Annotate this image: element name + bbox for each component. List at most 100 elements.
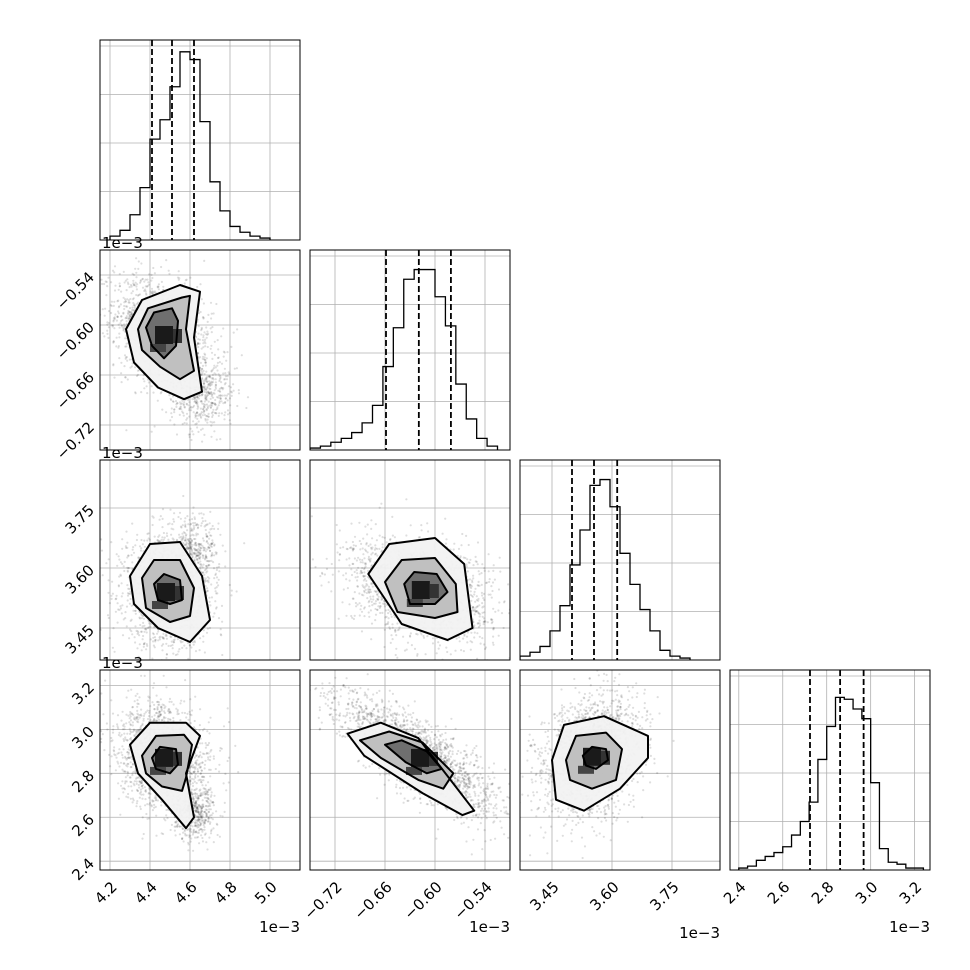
scatter-point <box>207 563 210 567</box>
scatter-point <box>121 547 124 550</box>
scatter-point <box>129 628 132 631</box>
scatter-point <box>190 548 193 551</box>
scatter-point <box>124 300 127 303</box>
scatter-point <box>374 619 377 622</box>
scatter-point <box>210 412 213 415</box>
scatter-point <box>188 407 191 410</box>
scatter-point <box>85 358 87 360</box>
scatter-point <box>152 644 155 647</box>
scatter-point <box>87 297 89 299</box>
scatter-point <box>126 317 129 320</box>
scatter-point <box>212 408 215 411</box>
scatter-point <box>361 571 364 574</box>
scatter-point <box>130 618 133 621</box>
scatter-point <box>116 564 119 567</box>
scatter-point <box>209 347 212 350</box>
scatter-point <box>106 285 109 288</box>
scatter-point <box>177 270 180 273</box>
scatter-point <box>193 537 196 541</box>
scatter-point <box>213 544 216 547</box>
scatter-point <box>154 638 157 641</box>
scatter-point <box>206 394 209 397</box>
scatter-point <box>131 548 134 551</box>
scatter-point <box>190 406 193 409</box>
scatter-point <box>476 605 479 608</box>
scatter-point <box>205 397 208 400</box>
scatter-point <box>148 538 151 541</box>
scatter-point <box>207 375 210 378</box>
scatter-point <box>225 359 228 362</box>
scatter-point <box>181 399 184 402</box>
scatter-point <box>215 553 218 556</box>
scatter-point <box>377 605 380 608</box>
scatter-point <box>183 421 186 425</box>
scatter-point <box>204 395 207 398</box>
scatter-point <box>190 545 193 548</box>
scatter-point <box>196 396 199 399</box>
scatter-point <box>224 397 227 400</box>
scatter-point <box>119 573 122 576</box>
scatter-point <box>178 277 181 280</box>
scatter-point <box>197 420 200 423</box>
scatter-point <box>220 362 224 365</box>
scatter-point <box>184 543 187 546</box>
scatter-point <box>211 357 214 360</box>
scatter-point <box>218 378 221 381</box>
scatter-point <box>214 587 217 590</box>
scatter-point <box>213 392 216 395</box>
scatter-point <box>144 285 147 288</box>
scatter-point <box>206 418 209 421</box>
scatter-point <box>473 631 476 634</box>
scatter-point <box>216 364 219 367</box>
scatter-point <box>223 383 226 386</box>
scatter-point <box>150 292 153 295</box>
scatter-point <box>210 555 213 558</box>
scatter-point <box>181 538 184 541</box>
scatter-point <box>427 530 430 533</box>
scatter-point <box>487 593 490 596</box>
scatter-point <box>195 398 198 402</box>
scatter-point <box>179 405 182 408</box>
scatter-point <box>195 414 198 417</box>
scatter-point <box>167 644 170 648</box>
scatter-point <box>162 538 165 541</box>
scatter-point <box>179 641 183 644</box>
scatter-point <box>156 285 159 288</box>
scatter-point <box>363 586 366 589</box>
scatter-point <box>216 339 219 342</box>
scatter-point <box>202 411 205 414</box>
scatter-point <box>162 636 165 639</box>
scatter-point <box>240 354 243 357</box>
scatter-point <box>214 384 217 387</box>
scatter-point <box>192 406 195 409</box>
scatter-point <box>197 551 200 555</box>
scatter-point <box>210 369 213 372</box>
scatter-point <box>191 641 195 644</box>
panel-plot-area <box>730 670 930 870</box>
scatter-point <box>126 278 129 281</box>
panel-2-0 <box>87 459 301 661</box>
scatter-point <box>207 581 210 584</box>
scatter-point <box>219 628 222 631</box>
scatter-point <box>143 289 146 292</box>
scatter-point <box>208 382 211 385</box>
scatter-point <box>200 367 204 370</box>
scatter-point <box>184 524 187 528</box>
scatter-point <box>206 386 209 390</box>
scatter-point <box>151 515 154 518</box>
scatter-point <box>214 590 217 593</box>
scatter-point <box>190 528 193 531</box>
scatter-point <box>206 590 209 593</box>
scatter-point <box>211 542 214 546</box>
scatter-point <box>87 621 89 623</box>
scatter-point <box>196 411 199 414</box>
scatter-point <box>203 558 207 561</box>
scatter-point <box>211 377 215 380</box>
scatter-point <box>472 574 475 577</box>
scatter-point <box>228 372 231 375</box>
scatter-point <box>212 378 215 381</box>
scatter-point <box>215 576 219 579</box>
scatter-point <box>162 285 165 288</box>
scatter-point <box>140 617 143 620</box>
scatter-point <box>197 414 200 417</box>
